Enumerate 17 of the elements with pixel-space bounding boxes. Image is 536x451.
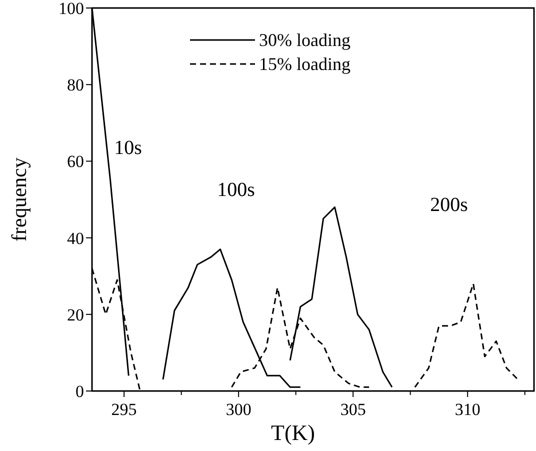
- annotation: 200s: [430, 194, 468, 216]
- x-tick-label: 310: [454, 400, 480, 419]
- x-axis-title: T(K): [271, 420, 315, 445]
- y-tick-label: 80: [67, 76, 84, 95]
- y-tick-label: 40: [67, 228, 84, 248]
- legend-label: 30% loading: [259, 30, 350, 50]
- annotation: 100s: [217, 179, 256, 201]
- y-tick-label: 100: [58, 0, 84, 18]
- y-tick-label: 60: [67, 152, 84, 172]
- y-tick-label: 20: [67, 305, 84, 324]
- x-tick-label: 295: [111, 400, 137, 419]
- annotation: 10s: [114, 137, 142, 159]
- y-axis-title: frequency: [7, 157, 31, 242]
- y-tick-label: 0: [76, 382, 84, 401]
- x-tick-label: 300: [226, 400, 252, 419]
- legend-label: 15% loading: [259, 54, 350, 74]
- x-tick-label: 305: [340, 400, 366, 419]
